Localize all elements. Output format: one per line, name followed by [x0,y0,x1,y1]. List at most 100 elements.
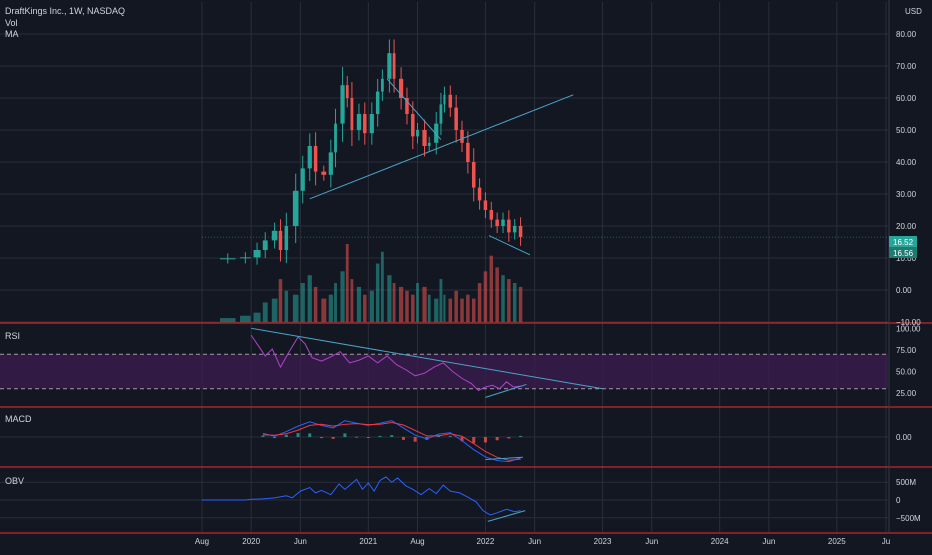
macd-histogram-bar [519,435,523,437]
volume-bar [399,286,404,322]
macd-histogram-bar [378,435,382,437]
legend-volume-label: Vol [5,18,18,28]
candle-body[interactable] [240,257,251,259]
price-trendline[interactable] [309,94,574,200]
currency-label: USD [905,7,922,16]
candle-body[interactable] [363,114,367,134]
candle-body[interactable] [399,78,404,98]
candle-body[interactable] [466,142,470,162]
candle-body[interactable] [471,162,476,188]
candle-body[interactable] [220,258,236,260]
macd-trendline[interactable] [485,456,523,460]
candle-body[interactable] [262,240,268,250]
volume-bar [443,294,446,322]
candle-body[interactable] [507,219,511,233]
volume-bar [434,298,439,322]
candle-body[interactable] [411,114,415,137]
candle-body[interactable] [369,114,374,134]
rsi-trendline[interactable] [251,327,603,390]
candle-body[interactable] [439,104,443,124]
candle-body[interactable] [380,78,384,92]
volume-bar [411,294,415,322]
volume-bar [380,251,384,322]
rsi-trendline[interactable] [485,383,527,398]
trend-layer[interactable] [251,78,603,522]
candle-body[interactable] [422,130,427,146]
macd-histogram-bar [296,433,300,437]
candle-body[interactable] [387,53,392,79]
candle-body[interactable] [416,130,419,137]
candle-body[interactable] [356,114,362,130]
y-tick-label: 0.00 [896,433,912,442]
candle-body[interactable] [460,130,464,143]
axis-layer: Aug 2020 Jun 2021 Aug 2022 Jun 2023 Jun 2024 Jun 20… [195,30,921,546]
macd-histogram-bar [273,437,277,439]
price-trendline[interactable] [386,78,442,140]
candle-body[interactable] [271,230,278,241]
candle-body[interactable] [328,152,333,175]
last-price-badge [889,236,917,247]
macd-line[interactable] [262,420,521,463]
candle-body[interactable] [300,168,305,191]
candle-body[interactable] [345,85,349,98]
volume-bar [518,286,523,322]
candle-body[interactable] [292,190,299,226]
x-tick-label: 2025 [828,537,846,546]
macd-histogram-bar [331,437,335,439]
candle-body[interactable] [483,200,488,210]
volume-bar [345,244,349,322]
candle-body[interactable] [405,98,409,114]
macd-histogram-bar [366,437,370,438]
candle-body[interactable] [443,94,446,105]
obv-line[interactable] [202,476,521,516]
candle-body[interactable] [495,219,499,226]
x-tick-label: 2020 [242,537,260,546]
macd-histogram-bar [261,435,265,437]
candle-body[interactable] [454,107,458,130]
y-tick-label: 80.00 [896,30,917,39]
candle-body[interactable] [334,123,337,153]
obv-trendline[interactable] [487,510,526,522]
chart-title: DraftKings Inc., 1W, NASDAQ [5,6,125,16]
y-tick-label: −10.00 [896,318,921,327]
candle-body[interactable] [477,187,482,201]
volume-bar [392,283,396,322]
candle-body[interactable] [278,230,283,250]
candle-body[interactable] [313,146,318,172]
candle-body[interactable] [448,94,453,108]
candle-body[interactable] [501,219,505,226]
candle-body[interactable] [321,171,327,175]
candle-body[interactable] [340,85,345,124]
y-tick-label: 0.00 [896,286,912,295]
y-tick-label: 20.00 [896,222,917,231]
signal-line[interactable] [262,421,521,461]
candle-body[interactable] [284,226,289,250]
candle-body[interactable] [489,210,494,220]
candle-body[interactable] [427,142,431,146]
y-tick-label: 100.00 [896,324,921,333]
volume-bar [507,279,511,322]
y-tick-label: −500M [896,514,921,523]
candle-body[interactable] [512,226,517,233]
y-tick-label: 0 [896,496,901,505]
x-tick-label: Jun [645,537,658,546]
candle-body[interactable] [253,250,261,258]
volume-bar [307,275,312,322]
macd-histogram-bar [355,436,359,438]
y-tick-label: 50.00 [896,367,917,376]
macd-histogram-bar [460,437,464,442]
candle-body[interactable] [375,91,380,114]
price-trendline[interactable] [488,235,531,256]
candle-body[interactable] [392,53,396,79]
candle-body[interactable] [434,123,439,143]
obv-pane-label: OBV [5,476,24,486]
candle-layer[interactable] [220,39,523,265]
rsi-line[interactable] [250,334,521,392]
candle-body[interactable] [350,98,354,130]
volume-bar [422,286,427,322]
macd-histogram-bar [319,437,323,439]
candle-body[interactable] [518,226,523,238]
volume-bar [416,283,419,322]
candle-body[interactable] [307,146,312,169]
